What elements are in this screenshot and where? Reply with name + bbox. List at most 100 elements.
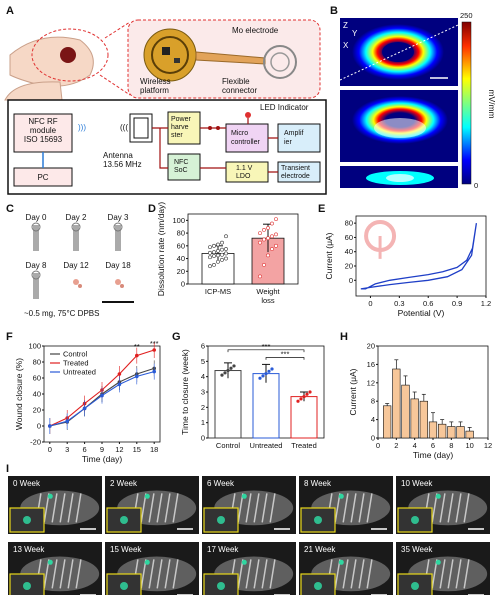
day-label: Day 0 (26, 213, 47, 222)
y-tick-label: 60 (33, 374, 41, 383)
data-point (226, 368, 230, 373)
x-tick-label: 0.9 (452, 299, 462, 308)
block-diagram-frame (7, 99, 327, 195)
device-marker (241, 559, 247, 565)
amplifier-label: Amplif ier (284, 130, 304, 146)
rib (350, 493, 357, 523)
rib (67, 493, 74, 523)
y-tick-label: 100 (172, 216, 185, 225)
led-indicator-label: LED Indicator (260, 103, 309, 112)
rib (237, 559, 244, 589)
data-point (152, 348, 156, 352)
data-point (100, 393, 104, 398)
panel-label-e: E (318, 203, 325, 215)
rib (455, 493, 462, 523)
day-label: Day 12 (63, 261, 89, 270)
data-point (208, 245, 212, 249)
colorbar-min: 0 (474, 181, 478, 190)
plot-frame (187, 213, 299, 285)
y-axis-label: Current (μA) (324, 232, 334, 279)
rib (75, 559, 82, 589)
y-tick-label: 6 (201, 342, 205, 351)
y-axis-label: Dissolution rate (nm/day) (156, 202, 166, 297)
electrode-sample (33, 273, 39, 299)
data-point (208, 250, 212, 255)
cv-curve (360, 222, 478, 290)
transient-electrode-label: Transient electrode (281, 165, 310, 180)
data-point (232, 364, 236, 368)
device-marker (144, 493, 150, 499)
device-marker-zoomed (314, 582, 322, 590)
rib (172, 559, 179, 589)
data-point (82, 406, 87, 411)
y-axis-label: Time to closure (week) (180, 349, 190, 435)
device-marker (47, 559, 53, 565)
bar (428, 421, 438, 439)
week-label: 21 Week (304, 545, 336, 554)
data-point (117, 372, 122, 376)
data-point (224, 256, 228, 261)
rib (253, 559, 260, 589)
rib (51, 493, 58, 523)
rib (253, 493, 260, 523)
rib (43, 493, 50, 523)
data-point (308, 390, 312, 394)
data-point (302, 395, 306, 399)
rib (358, 559, 365, 589)
rib (439, 559, 446, 589)
data-point (262, 228, 266, 232)
data-point (212, 254, 216, 258)
day-label: Day 8 (26, 261, 47, 270)
data-point (152, 369, 156, 374)
electrode-residue (73, 279, 79, 285)
data-point (216, 259, 220, 264)
flexible-connector-label: Flexible connector (222, 77, 257, 95)
x-category-label: ICP-MS (205, 287, 231, 296)
rib (431, 559, 438, 589)
micro-controller-label: Micro controller (231, 130, 260, 146)
rib (366, 493, 373, 523)
nfc-soc-label: NFC SoC (174, 159, 188, 174)
wound-site (60, 47, 76, 63)
rib (59, 559, 66, 589)
significance-marker: ** (134, 342, 140, 351)
data-point (270, 367, 274, 371)
panel-f: F -20 0 20 40 60 80 100 0 3 6 9 12 15 18 Time (day) Wou… (6, 331, 161, 464)
y-tick-label: 0 (37, 422, 41, 431)
colorbar (461, 21, 472, 185)
y-tick-label: 2 (201, 403, 205, 412)
data-point (262, 263, 266, 267)
rib (366, 559, 373, 589)
electrode-residue (120, 284, 124, 288)
y-axis-label: Current (μA) (348, 368, 358, 415)
y-tick-label: 0 (201, 434, 205, 443)
data-point (267, 369, 271, 373)
week-label: 6 Week (207, 479, 235, 488)
colorbar-max: 250 (460, 11, 473, 20)
significance-marker: *** (150, 339, 159, 348)
week-label: 10 Week (401, 479, 433, 488)
power-harvester-label: Power harve ster (171, 116, 192, 139)
x-category-label: Weight loss (256, 287, 280, 305)
week-label: 17 Week (207, 545, 239, 554)
rib (164, 493, 171, 523)
y-tick-label: 16 (367, 360, 375, 369)
rib (237, 493, 244, 523)
x-category-label: Treated (291, 441, 317, 450)
week-label: 0 Week (13, 479, 41, 488)
y-tick-label: 80 (33, 358, 41, 367)
y-tick-label: 1 (201, 418, 205, 427)
x-tick-label: 0.6 (423, 299, 433, 308)
data-point (296, 399, 300, 403)
data-point (261, 374, 265, 378)
y-tick-label: 100 (28, 342, 41, 351)
arm-illustration (9, 36, 94, 87)
data-point (212, 250, 216, 255)
data-point (208, 255, 212, 260)
panel-label-i: I (6, 463, 9, 475)
week-label: 15 Week (110, 545, 142, 554)
bar (401, 384, 410, 439)
electrode-sample (33, 225, 39, 251)
x-tick-label: 10 (465, 441, 473, 450)
rib (245, 493, 252, 523)
